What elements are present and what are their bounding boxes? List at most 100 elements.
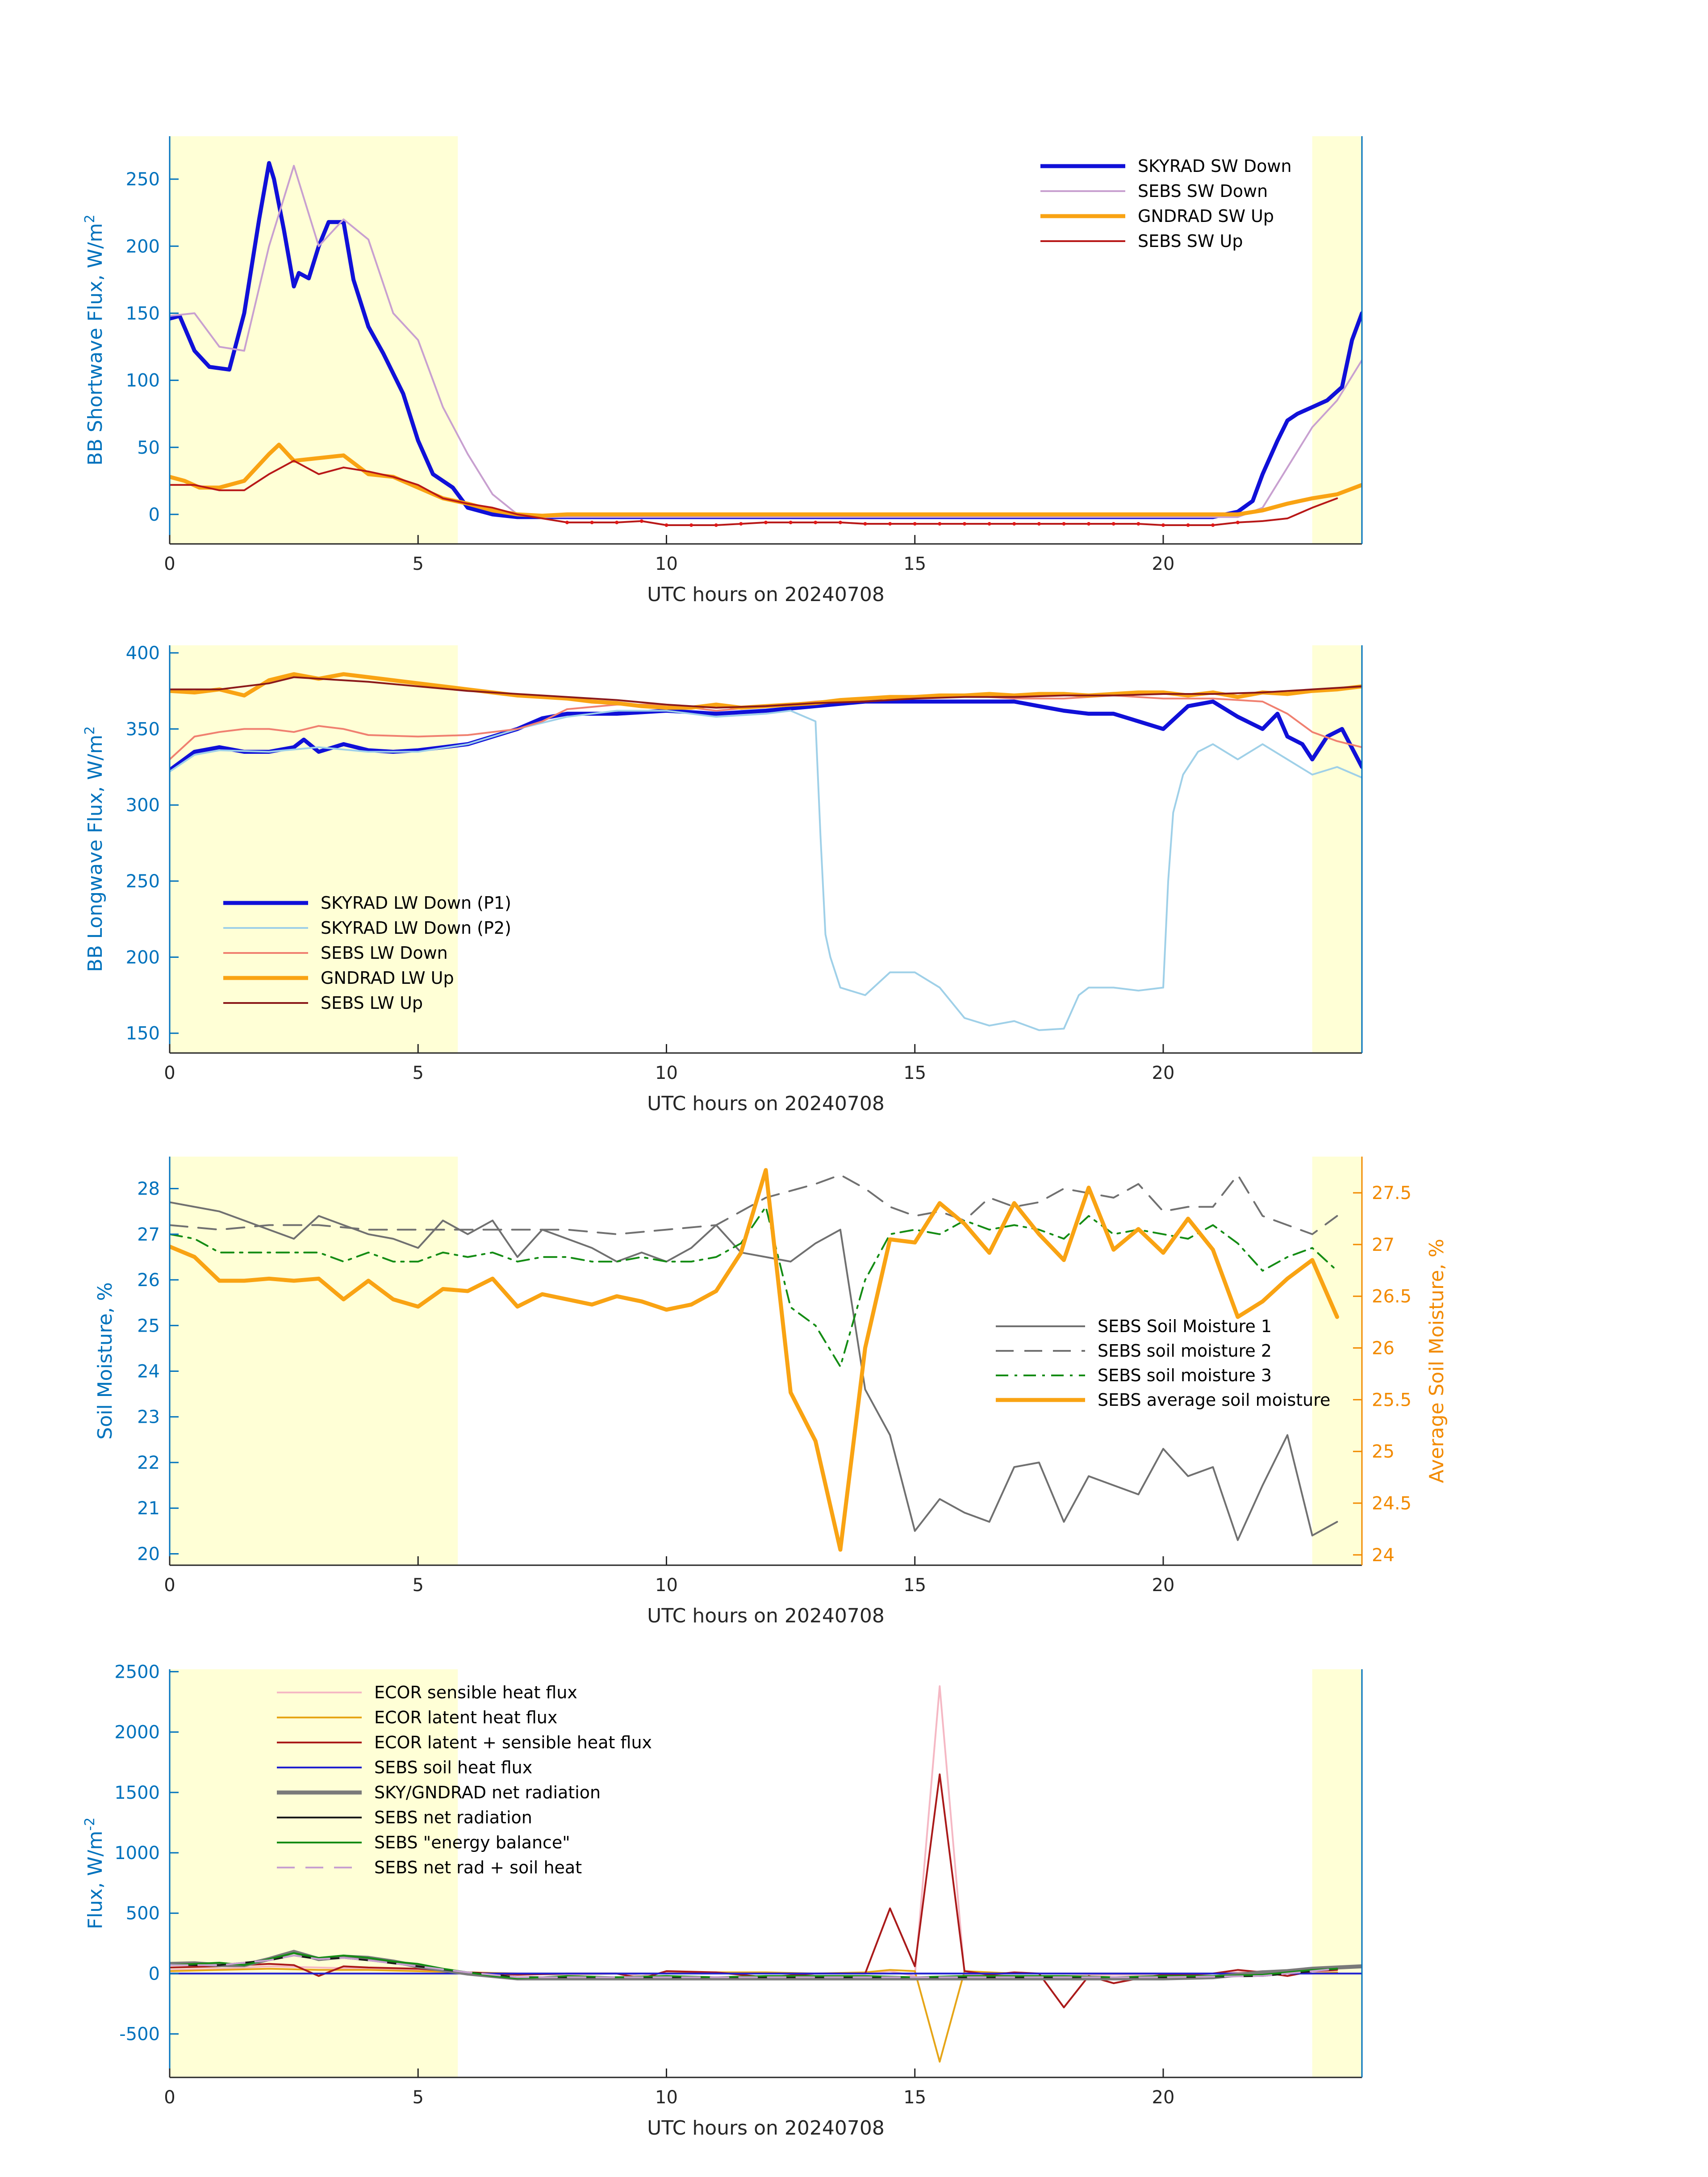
- shortwave-series-3-marker: [1062, 522, 1066, 526]
- soil-yticks-right: 24 24.5 25 25.5 26 26.5 27 27.5: [1353, 1183, 1412, 1566]
- shortwave-y-tick-label: 150: [126, 303, 160, 324]
- flux-y-tick-label: -500: [119, 2024, 160, 2045]
- night-shading-1: [1312, 136, 1362, 544]
- night-shading-1: [1312, 1669, 1362, 2077]
- soil-series-3: [170, 1168, 1339, 1552]
- night-shading-0: [170, 645, 458, 1053]
- shortwave-x-tick-label: 15: [903, 554, 926, 574]
- soil-series: [170, 1168, 1339, 1552]
- flux-x-tick-label: 0: [164, 2087, 175, 2108]
- shortwave-series-3-marker: [1037, 522, 1041, 526]
- shortwave-series: [170, 161, 1362, 527]
- soil-x-axis-label: UTC hours on 20240708: [647, 1605, 885, 1627]
- flux-x-tick-label: 20: [1152, 2087, 1175, 2108]
- soil-y-tick-label: 26: [137, 1270, 160, 1291]
- shortwave-series-3-marker: [1136, 522, 1140, 526]
- flux-series-2: [170, 1773, 1338, 2009]
- soil-legend-label-2: SEBS soil moisture 3: [1098, 1366, 1272, 1385]
- night-shading-0: [170, 1669, 458, 2077]
- flux-x-tick-label: 15: [903, 2087, 926, 2108]
- shortwave-series-3-marker: [714, 523, 718, 527]
- shortwave-series-3-marker: [789, 520, 793, 524]
- shortwave-y-tick-label: 100: [126, 371, 160, 391]
- night-shading-0: [170, 136, 458, 544]
- flux-legend-label-5: SEBS net radiation: [374, 1808, 532, 1827]
- flux-y-axis-label: Flux, W/m-2: [82, 1818, 107, 1930]
- shortwave-series-3-marker: [1236, 520, 1240, 524]
- shortwave-series-3-marker: [888, 522, 892, 526]
- shortwave-series-3-marker: [739, 522, 743, 526]
- soil-series-0: [170, 1201, 1338, 1541]
- longwave-y-axis-label: BB Longwave Flux, W/m2: [82, 726, 107, 972]
- shortwave-series-3-marker: [1012, 522, 1016, 526]
- soil-y-axis-label: Soil Moisture, %: [94, 1282, 117, 1439]
- shortwave-series-3-marker: [863, 522, 867, 526]
- longwave-series-1: [170, 710, 1362, 1031]
- longwave-series-4: [170, 676, 1362, 709]
- flux-y-tick-label: 500: [126, 1903, 160, 1924]
- flux-legend-label-2: ECOR latent + sensible heat flux: [374, 1733, 652, 1752]
- shortwave-series-3-marker: [1186, 523, 1190, 527]
- shortwave-y-tick-label: 200: [126, 236, 160, 257]
- flux-shading: [170, 1669, 1362, 2077]
- longwave-series-0: [170, 699, 1362, 772]
- shortwave-series-3: [170, 460, 1338, 526]
- flux-series: [170, 1685, 1362, 2063]
- night-shading-1: [1312, 645, 1362, 1053]
- flux-x-tick-label: 5: [413, 2087, 424, 2108]
- flux-y-tick-label: 2500: [114, 1662, 160, 1682]
- soil-x-tick-label: 15: [903, 1575, 926, 1596]
- soil-y-tick-label-right: 24.5: [1372, 1493, 1412, 1514]
- flux-series-7: [170, 1954, 1338, 1978]
- soil-y-tick-label: 24: [137, 1362, 160, 1382]
- flux-legend-label-4: SKY/GNDRAD net radiation: [374, 1783, 601, 1802]
- longwave-y-tick-label: 250: [126, 871, 160, 892]
- shortwave-y-tick-label: 50: [137, 438, 160, 458]
- shortwave-series-3-marker: [565, 520, 569, 524]
- shortwave-xticks: 0 5 10 15 20: [164, 535, 1174, 574]
- flux-legend-label-1: ECOR latent heat flux: [374, 1708, 557, 1727]
- shortwave-legend-label-3: SEBS SW Up: [1138, 231, 1243, 251]
- shortwave-series-3-marker: [764, 520, 768, 524]
- longwave-series: [170, 672, 1362, 1031]
- shortwave-series-3-marker: [987, 522, 991, 526]
- shortwave-series-3-marker: [913, 522, 917, 526]
- shortwave-yticks: 0 50 100 150 200 250: [126, 169, 179, 525]
- flux-legend-label-6: SEBS "energy balance": [374, 1833, 570, 1852]
- shortwave-series-3-marker: [615, 520, 619, 524]
- longwave-shading: [170, 645, 1362, 1053]
- flux-xticks: 0 5 10 15 20: [164, 2068, 1174, 2108]
- soil-y-axis-label-right: Average Soil Moisture, %: [1425, 1239, 1448, 1483]
- flux-y-tick-label: 1500: [114, 1783, 160, 1803]
- flux-x-tick-label: 10: [655, 2087, 678, 2108]
- soil-y-tick-label-right: 24: [1372, 1545, 1395, 1566]
- flux-y-tick-label: 2000: [114, 1722, 160, 1743]
- soil-y-tick-label-right: 25.5: [1372, 1390, 1412, 1410]
- soil-x-tick-label: 20: [1152, 1575, 1175, 1596]
- night-shading-0: [170, 1157, 458, 1565]
- shortwave-y-axis-label: BB Shortwave Flux, W/m2: [82, 214, 107, 465]
- longwave-x-tick-label: 0: [164, 1063, 175, 1083]
- flux-legend-label-7: SEBS net rad + soil heat: [374, 1858, 582, 1877]
- soil-y-tick-label: 20: [137, 1544, 160, 1564]
- shortwave-panel: 0 5 10 15 20 0 50 100 150 200 250 UTC hours on 20…: [82, 136, 1363, 606]
- shortwave-series-3-marker: [963, 522, 966, 526]
- shortwave-series-3-marker: [1161, 523, 1165, 527]
- flux-y-tick-label: 1000: [114, 1843, 160, 1864]
- shortwave-shading: [170, 136, 1362, 544]
- longwave-legend-label-2: SEBS LW Down: [321, 943, 448, 963]
- shortwave-series-0: [170, 161, 1362, 519]
- longwave-legend-label-3: GNDRAD LW Up: [321, 968, 454, 988]
- soil-x-tick-label: 10: [655, 1575, 678, 1596]
- shortwave-legend-label-0: SKYRAD SW Down: [1138, 156, 1292, 176]
- shortwave-x-tick-label: 5: [413, 554, 424, 574]
- soil-legend-label-0: SEBS Soil Moisture 1: [1098, 1316, 1272, 1336]
- longwave-x-axis-label: UTC hours on 20240708: [647, 1092, 885, 1115]
- shortwave-series-3-marker: [590, 520, 594, 524]
- flux-yticks: -500 0 500 1000 1500 2000 2500: [114, 1662, 179, 2045]
- longwave-yticks: 150 200 250 300 350 400: [126, 643, 179, 1044]
- shortwave-series-3-marker: [814, 520, 818, 524]
- flux-legend: ECOR sensible heat flux ECOR latent heat …: [277, 1683, 652, 1877]
- soil-panel: 0 5 10 15 20 20 21 22 23 24 25 26 27 28 24 24.5 25 25.5…: [94, 1157, 1448, 1627]
